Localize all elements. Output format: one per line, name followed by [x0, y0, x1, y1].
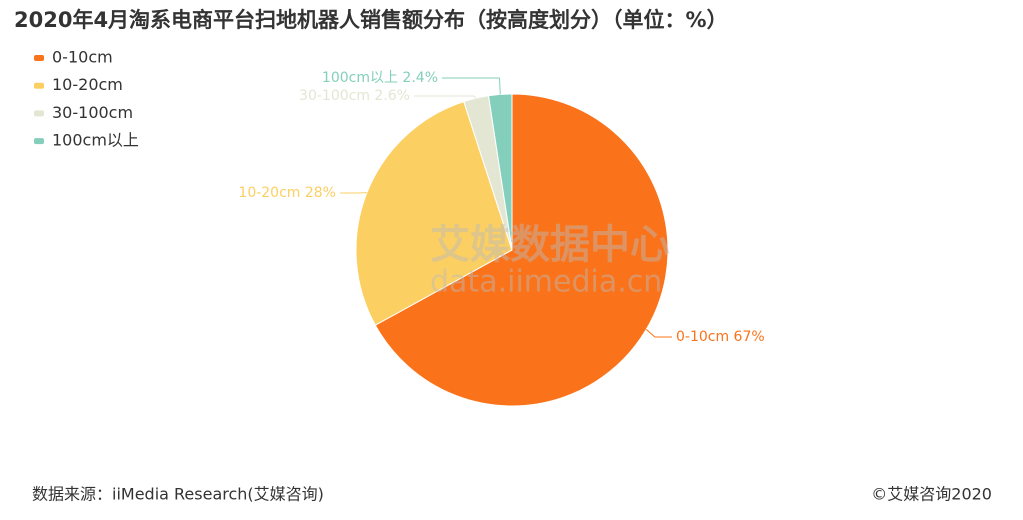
legend-marker — [34, 82, 44, 89]
leader-line — [645, 329, 672, 338]
chart-title: 2020年4月淘系电商平台扫地机器人销售额分布（按高度划分）（单位：%） — [14, 8, 728, 32]
legend-marker — [34, 110, 44, 117]
watermark: data.iimedia.cn — [430, 265, 662, 300]
legend-label: 30-100cm — [52, 103, 133, 122]
legend-label: 0-10cm — [52, 48, 113, 67]
data-label: 0-10cm 67% — [676, 329, 765, 345]
data-label: 30-100cm 2.6% — [299, 88, 410, 104]
legend-label: 100cm以上 — [52, 131, 139, 150]
legend-label: 10-20cm — [52, 75, 123, 94]
legend-marker — [34, 55, 44, 61]
pie — [355, 93, 669, 407]
data-label: 100cm以上 2.4% — [322, 70, 438, 86]
copyright: ©艾媒咨询2020 — [871, 485, 992, 504]
watermark: 艾媒数据中心 — [430, 222, 670, 268]
legend-marker — [34, 138, 44, 145]
leader-line — [414, 95, 477, 99]
pie-slice — [355, 101, 513, 326]
leader-line — [442, 77, 501, 95]
pie-slice — [374, 93, 669, 407]
source: 数据来源：iiMedia Research(艾媒咨询) — [32, 485, 324, 504]
data-label: 10-20cm 28% — [238, 185, 336, 201]
